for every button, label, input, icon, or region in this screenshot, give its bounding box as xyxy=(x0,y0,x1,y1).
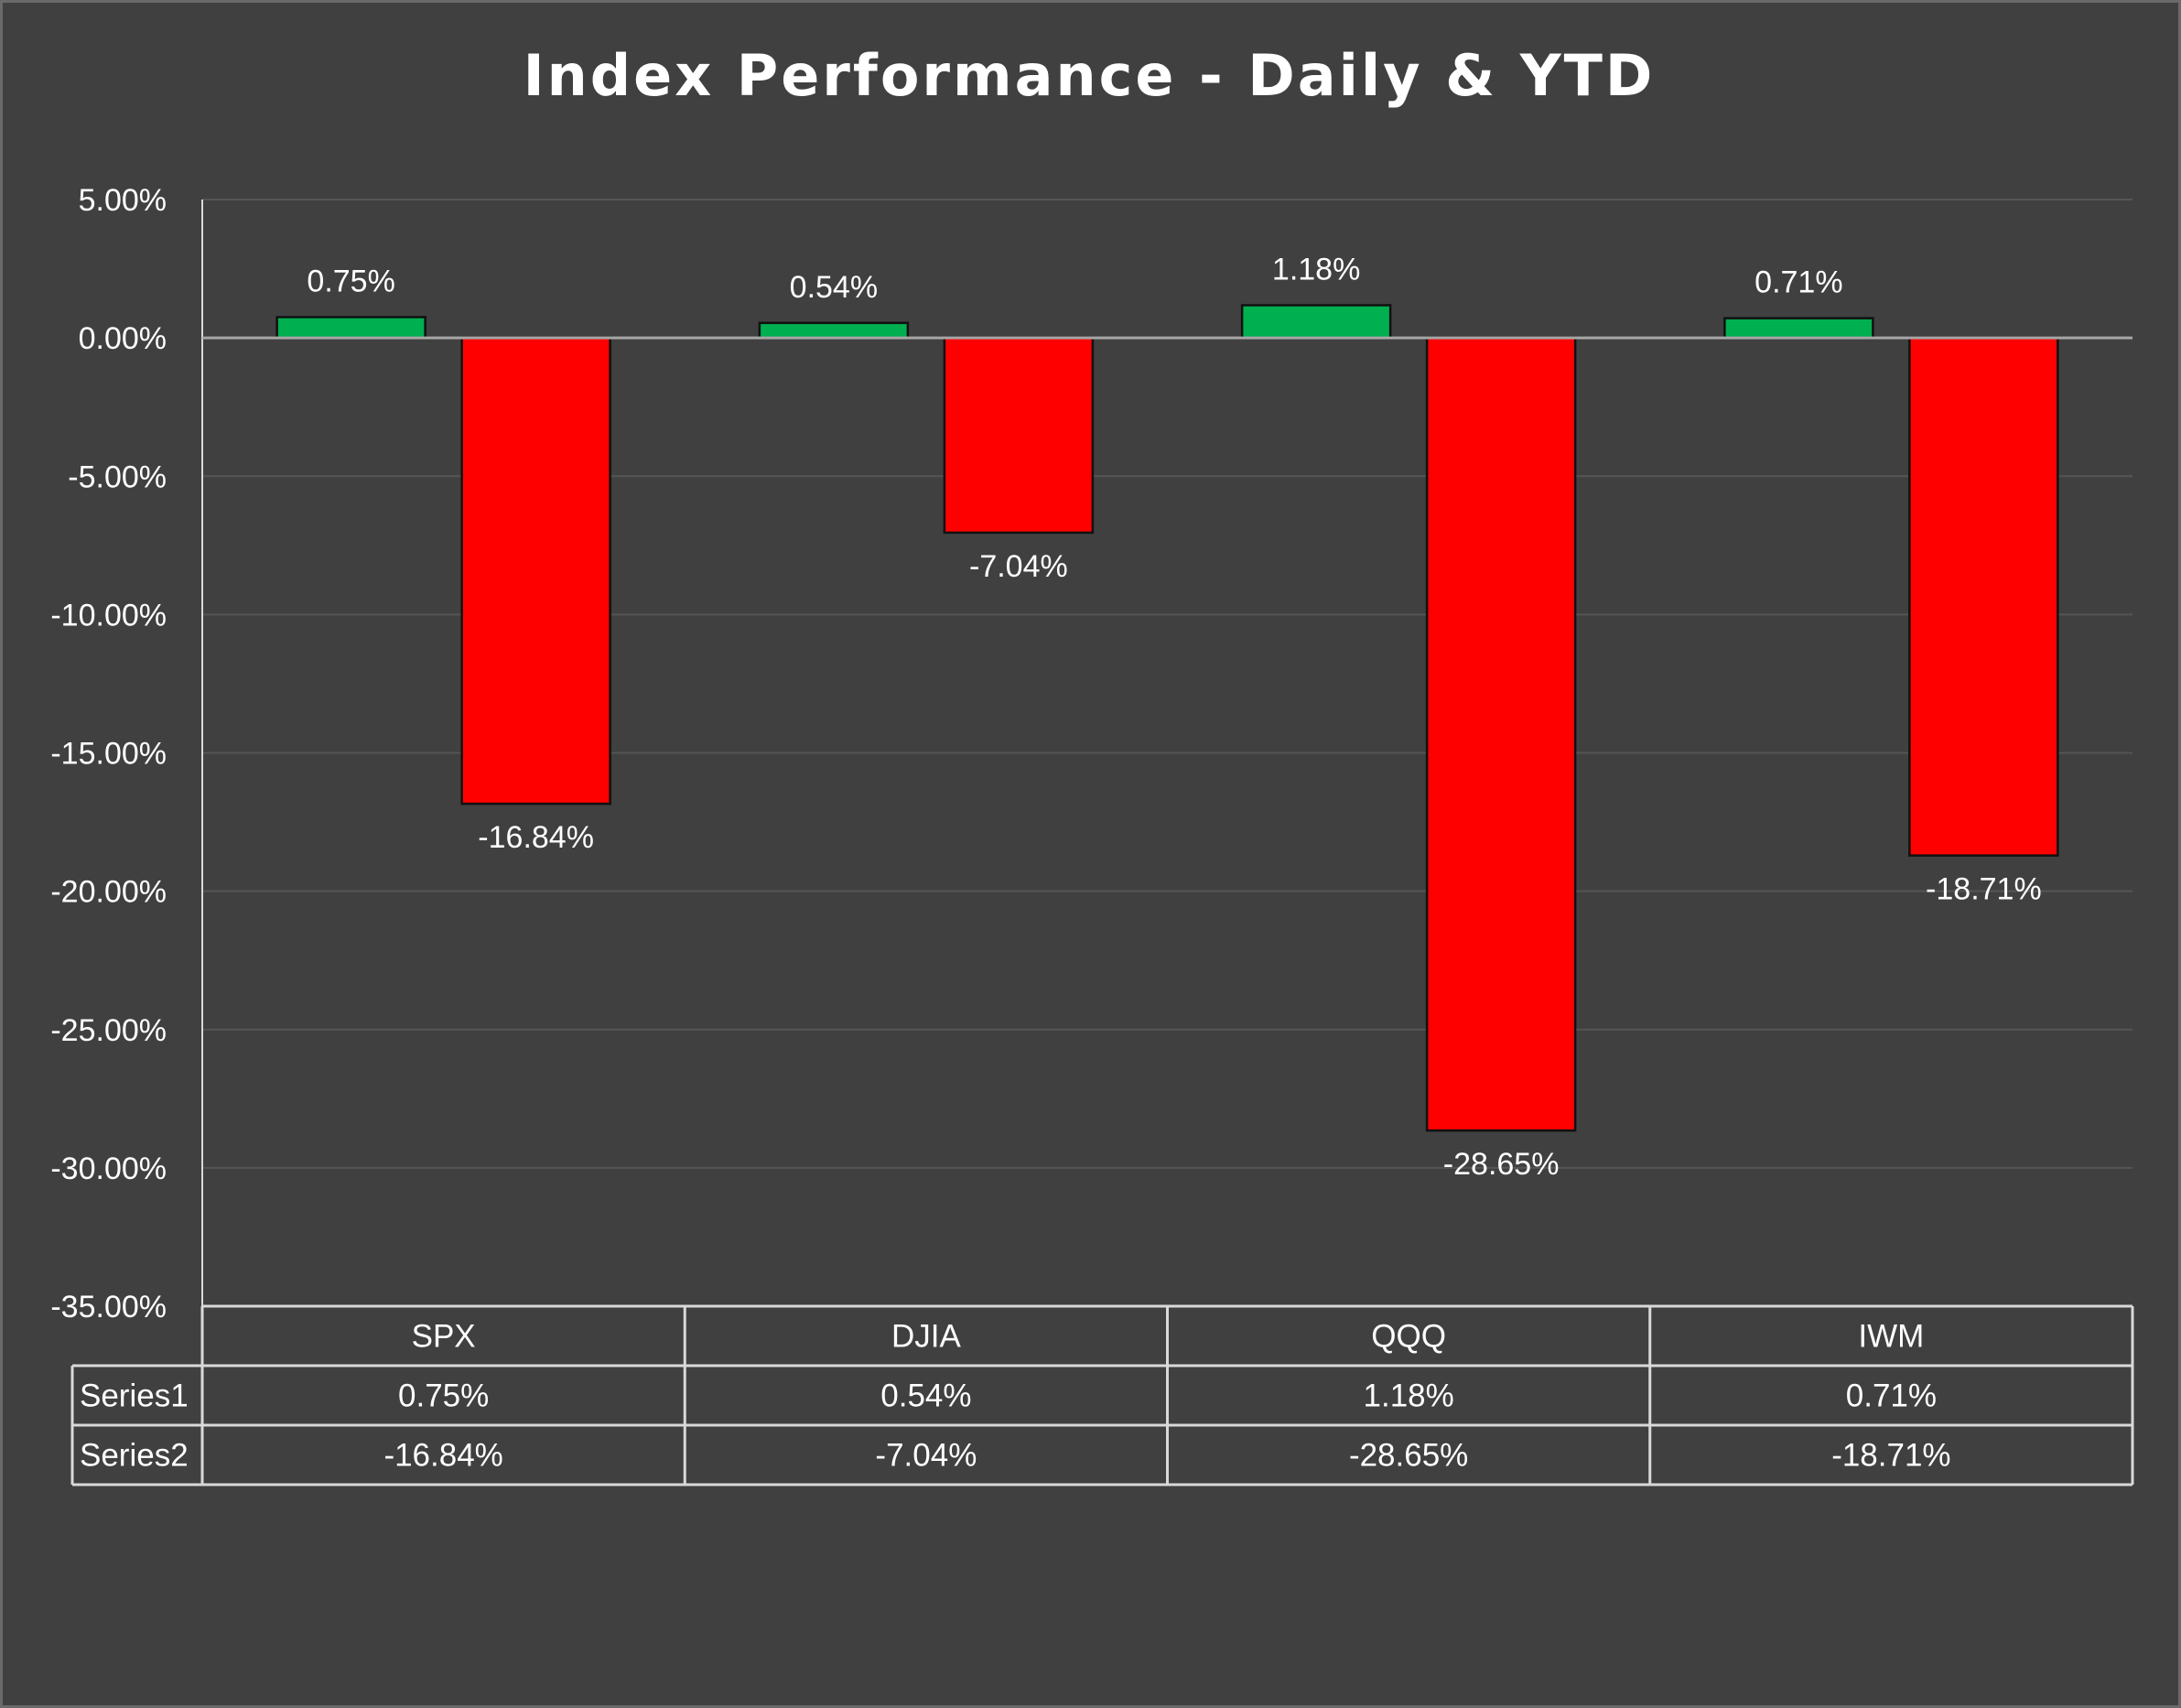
x-tick-label: SPX xyxy=(412,1319,476,1355)
table-series-name: Series1 xyxy=(80,1378,189,1414)
table-cell: 0.75% xyxy=(398,1378,489,1414)
table-series-name: Series2 xyxy=(80,1438,189,1474)
bar-series2-djia xyxy=(943,336,1095,535)
data-label-series1-iwm: 0.71% xyxy=(1755,265,1842,300)
data-label-series2-qqq: -28.65% xyxy=(1443,1147,1560,1182)
y-tick-label: -10.00% xyxy=(50,598,167,632)
chart-title: Index Performance - Daily & YTD xyxy=(524,42,1656,109)
y-tick-label: -20.00% xyxy=(50,875,167,910)
y-tick-label: 5.00% xyxy=(79,183,167,218)
y-axis: 5.00% 0.00% -5.00% -10.00% -15.00% -20.00% -25… xyxy=(50,183,203,1324)
data-label-series2-iwm: -18.71% xyxy=(1926,872,2042,907)
bars xyxy=(202,304,2132,1132)
bar-series1-iwm xyxy=(1723,317,1874,340)
data-label-series1-djia: 0.54% xyxy=(790,270,878,305)
y-tick-label: -25.00% xyxy=(50,1013,167,1048)
y-tick-label: 0.00% xyxy=(79,321,167,356)
x-tick-label: QQQ xyxy=(1371,1319,1446,1355)
data-label-series1-spx: 0.75% xyxy=(307,264,394,298)
bar-series1-qqq xyxy=(1240,304,1392,340)
table-cell: -7.04% xyxy=(875,1438,977,1474)
table-cell: 1.18% xyxy=(1364,1378,1454,1414)
x-tick-label: IWM xyxy=(1858,1319,1924,1355)
bar-series2-spx xyxy=(460,336,611,805)
y-tick-label: -35.00% xyxy=(50,1290,167,1324)
data-table: SPX DJIA QQQ IWM Series1 0.75% 0.54% 1.18% 0.71%… xyxy=(70,1304,2134,1486)
data-label-series2-djia: -7.04% xyxy=(969,549,1068,584)
bar-series2-iwm xyxy=(1908,336,2059,857)
y-tick-label: -15.00% xyxy=(50,737,167,772)
table-cell: -16.84% xyxy=(383,1438,502,1474)
x-tick-label: DJIA xyxy=(891,1319,962,1355)
bar-series2-qqq xyxy=(1425,336,1577,1132)
table-cell: -18.71% xyxy=(1831,1438,1950,1474)
y-tick-label: -5.00% xyxy=(68,459,167,494)
data-label-series1-qqq: 1.18% xyxy=(1272,252,1360,286)
y-tick-label: -30.00% xyxy=(50,1151,167,1186)
table-cell: 0.71% xyxy=(1846,1378,1937,1414)
bar-series1-djia xyxy=(758,321,910,340)
data-label-series2-spx: -16.84% xyxy=(478,820,594,855)
table-cell: 0.54% xyxy=(880,1378,971,1414)
table-cell: -28.65% xyxy=(1349,1438,1468,1474)
data-labels: 0.75% 0.54% 1.18% 0.71% -16.84% -7.04% -28.65%… xyxy=(307,252,2041,1182)
bar-series1-spx xyxy=(275,316,426,340)
